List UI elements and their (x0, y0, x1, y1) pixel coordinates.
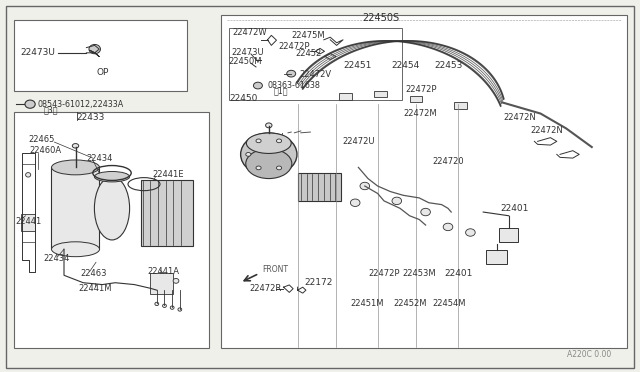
Text: A220C 0.00: A220C 0.00 (567, 350, 611, 359)
Text: 22441M: 22441M (78, 284, 111, 293)
Text: 22472P: 22472P (406, 85, 437, 94)
Text: 22450S: 22450S (362, 13, 399, 23)
Bar (51, 167, 99, 249)
Ellipse shape (178, 308, 182, 311)
Ellipse shape (241, 133, 297, 176)
Text: 22473U: 22473U (232, 48, 264, 57)
Text: 22172: 22172 (305, 278, 333, 287)
Text: 22434: 22434 (44, 254, 70, 263)
Ellipse shape (51, 242, 100, 257)
Bar (410, 96, 422, 102)
Bar (499, 228, 518, 242)
Ellipse shape (351, 199, 360, 206)
Text: 22472W: 22472W (232, 28, 267, 37)
Text: （1）: （1） (273, 87, 288, 96)
Ellipse shape (26, 173, 31, 177)
Ellipse shape (25, 100, 35, 108)
Bar (150, 273, 173, 294)
Ellipse shape (256, 139, 261, 143)
Ellipse shape (253, 82, 262, 89)
Text: 22472N: 22472N (503, 113, 536, 122)
Text: （3）: （3） (44, 105, 58, 114)
Ellipse shape (256, 166, 261, 170)
Ellipse shape (246, 133, 291, 153)
Text: FRONT: FRONT (262, 265, 289, 274)
Text: 22450M: 22450M (228, 57, 262, 66)
Ellipse shape (276, 139, 282, 143)
Ellipse shape (246, 149, 292, 179)
Text: 22451M: 22451M (351, 299, 384, 308)
Ellipse shape (173, 278, 179, 283)
Text: 22472U: 22472U (342, 137, 375, 146)
Ellipse shape (360, 182, 370, 190)
Text: 22460A: 22460A (29, 146, 61, 155)
Ellipse shape (72, 144, 79, 148)
Text: 22472R: 22472R (250, 284, 282, 293)
Ellipse shape (95, 171, 129, 182)
Ellipse shape (89, 44, 100, 54)
Text: 22453: 22453 (434, 61, 462, 70)
Ellipse shape (246, 153, 251, 156)
Bar (14, 112, 209, 348)
Bar (229, 28, 402, 100)
Bar (14, 20, 187, 91)
Text: 22472N: 22472N (530, 126, 563, 135)
Text: 22472M: 22472M (403, 109, 437, 118)
Bar (221, 15, 627, 348)
Text: 22434: 22434 (86, 154, 113, 163)
Text: 22454M: 22454M (433, 299, 466, 308)
Text: 22463: 22463 (80, 269, 106, 278)
Text: 08363-61638: 08363-61638 (268, 81, 321, 90)
Text: 22433: 22433 (77, 113, 105, 122)
Text: 22453M: 22453M (402, 269, 436, 278)
Text: 22472V: 22472V (300, 70, 332, 79)
Ellipse shape (51, 160, 100, 175)
Text: 22401: 22401 (500, 204, 529, 213)
Bar (486, 250, 507, 264)
Ellipse shape (170, 306, 174, 310)
Bar (454, 102, 467, 109)
Text: 22452M: 22452M (394, 299, 427, 308)
Text: 22441E: 22441E (152, 170, 184, 179)
Ellipse shape (465, 229, 475, 236)
Text: 224720: 224720 (433, 157, 464, 166)
Bar (141, 180, 193, 246)
Text: 22472P: 22472P (278, 42, 310, 51)
Bar (339, 93, 352, 100)
Text: 22450: 22450 (229, 94, 257, 103)
Bar (21, 214, 35, 231)
Ellipse shape (421, 208, 431, 216)
Ellipse shape (266, 123, 272, 128)
Text: 22454: 22454 (392, 61, 420, 70)
Ellipse shape (443, 223, 453, 231)
Text: 22452: 22452 (296, 49, 322, 58)
Text: 22441A: 22441A (147, 267, 179, 276)
Text: 22451: 22451 (343, 61, 371, 70)
Bar (374, 91, 387, 97)
Ellipse shape (276, 166, 282, 170)
Bar (298, 173, 341, 201)
Ellipse shape (392, 197, 402, 205)
Text: 22401: 22401 (444, 269, 472, 278)
Ellipse shape (287, 70, 296, 77)
Text: 08543-61012,22433A: 08543-61012,22433A (37, 100, 124, 109)
Ellipse shape (163, 304, 166, 307)
Text: 22473U: 22473U (20, 48, 55, 57)
Ellipse shape (155, 302, 159, 306)
Text: OP: OP (96, 68, 109, 77)
Text: 22475M: 22475M (291, 31, 325, 40)
Text: 22472P: 22472P (368, 269, 399, 278)
Ellipse shape (95, 177, 129, 240)
Text: 22465: 22465 (28, 135, 55, 144)
Text: 22441: 22441 (15, 217, 42, 226)
